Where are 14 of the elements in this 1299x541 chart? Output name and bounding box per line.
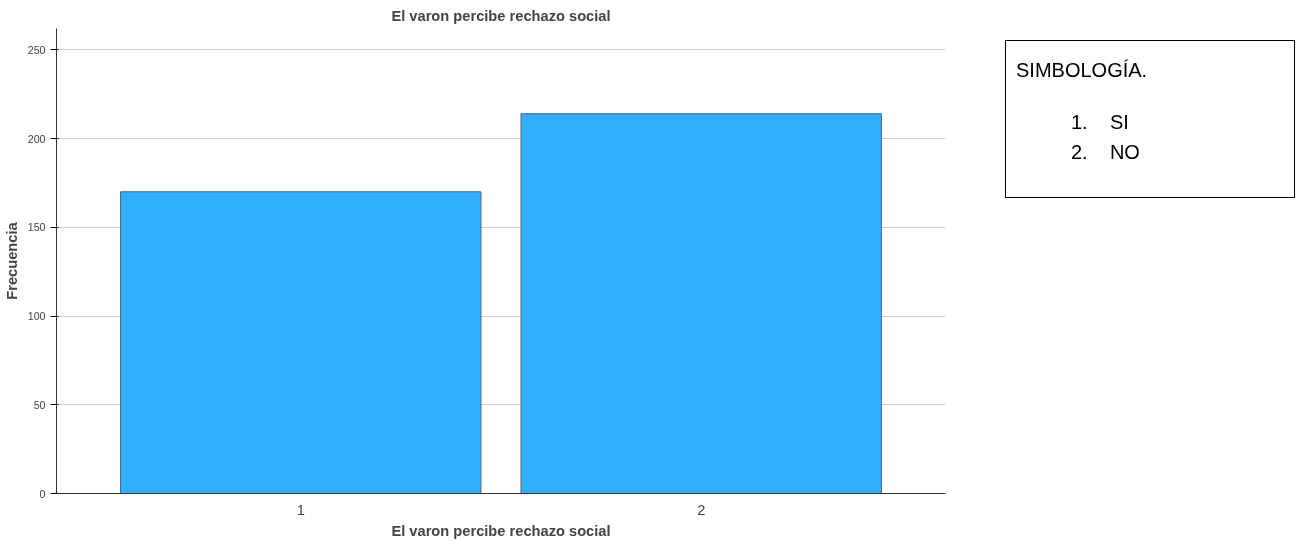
x-tick-label: 1 xyxy=(296,501,305,518)
y-tick-label: 150 xyxy=(27,221,46,234)
y-tick-label: 250 xyxy=(27,43,46,56)
x-axis-title: El varon percibe rechazo social xyxy=(391,522,611,539)
text: SIMBOLOGÍA. xyxy=(1016,58,1148,83)
chart-title: El varon percibe rechazo social xyxy=(391,7,611,24)
text: 2. NO xyxy=(1070,140,1141,165)
y-tick-label: 0 xyxy=(39,487,46,500)
y-tick-label: 50 xyxy=(33,398,46,411)
y-tick-label: 100 xyxy=(27,310,46,323)
x-tick-label: 2 xyxy=(697,501,706,518)
y-tick-label: 200 xyxy=(27,132,46,145)
text: 1. SI xyxy=(1070,110,1130,135)
y-axis-title: Frecuencia xyxy=(3,221,20,300)
